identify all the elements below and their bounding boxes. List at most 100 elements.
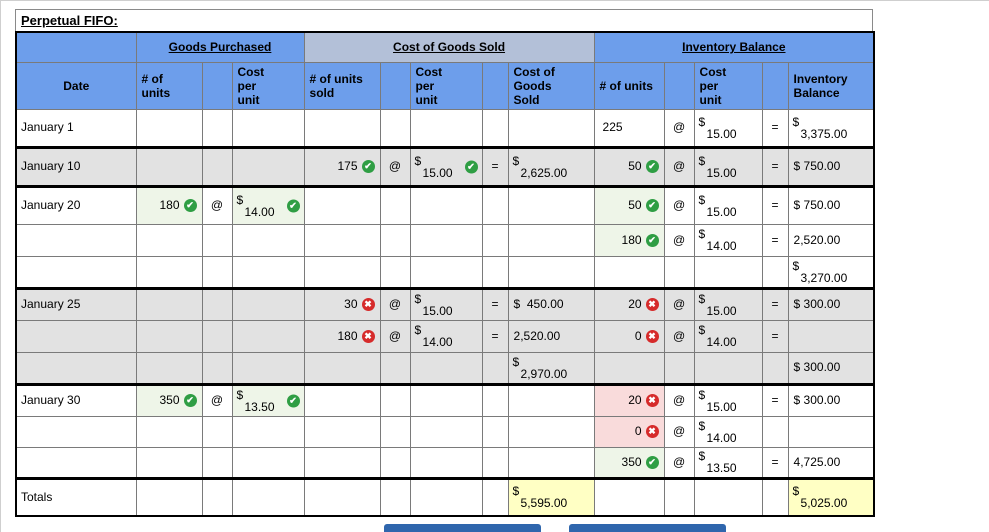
- dollar-sign: $: [698, 418, 706, 433]
- cell-eq: =: [761, 446, 789, 479]
- cell-eq: [761, 476, 789, 517]
- cell-units[interactable]: 50 ✔: [593, 145, 665, 187]
- cell-date: January 30: [15, 382, 137, 417]
- cell-value: @: [672, 328, 686, 343]
- group-header: [15, 31, 137, 63]
- cell-units: [135, 255, 203, 289]
- dollar-sign: $: [414, 153, 422, 168]
- cell-at: [201, 319, 233, 353]
- cell-amt: $2,970.00: [507, 351, 595, 385]
- cell-units[interactable]: 180 ✖: [303, 319, 381, 353]
- cell-amt: $ 300.00: [787, 286, 875, 321]
- cell-at: @: [663, 415, 695, 448]
- table-row: 180 ✔ @ $14.00 = 2,520.00: [15, 223, 875, 257]
- cell-cost[interactable]: $14.00 ✔: [231, 184, 305, 225]
- date-label: January 1: [21, 120, 74, 134]
- cell-eq: [481, 382, 509, 417]
- column-header: Cost per unit: [409, 61, 483, 110]
- cell-cost: $14.00: [693, 319, 763, 353]
- dollar-sign: $: [792, 114, 800, 129]
- cell-cost: $14.00: [409, 319, 483, 353]
- cell-units: [135, 286, 203, 321]
- dollar-sign: $: [512, 153, 520, 168]
- cell-cost: [409, 184, 483, 225]
- dollar-sign: $: [698, 153, 706, 168]
- cell-units[interactable]: 20 ✖: [593, 382, 665, 417]
- cell-cost: $15.00: [693, 286, 763, 321]
- cell-value: 350: [621, 454, 642, 469]
- cell-eq: [481, 476, 509, 517]
- column-header: [761, 61, 789, 110]
- dollar-sign: $: [698, 192, 706, 207]
- cell-amt: [787, 319, 875, 353]
- cell-units[interactable]: 175 ✔: [303, 145, 381, 187]
- cell-value: 14.00: [244, 204, 275, 219]
- cell-units[interactable]: 0 ✖: [593, 415, 665, 448]
- cell-cost: [231, 319, 305, 353]
- cell-amt[interactable]: $5,595.00: [507, 476, 595, 517]
- table-head: Goods Purchased Cost of Goods Sold Invento…: [15, 31, 875, 110]
- cell-cost: [231, 476, 305, 517]
- cell-units[interactable]: 50 ✔: [593, 184, 665, 225]
- cell-at: [663, 476, 695, 517]
- dollar-sign: $: [236, 387, 244, 402]
- column-header-label: Cost per unit: [415, 64, 443, 107]
- cell-value: 15.00: [422, 165, 453, 180]
- cross-icon: ✖: [645, 394, 659, 407]
- cell-value: $ 300.00: [793, 297, 841, 311]
- cell-value: 15.00: [706, 303, 737, 318]
- cell-cost[interactable]: $13.50 ✔: [231, 382, 305, 417]
- check-icon: ✔: [645, 233, 659, 247]
- cell-at: [201, 351, 233, 385]
- cell-value: 4,725.00: [793, 454, 841, 469]
- cell-units[interactable]: 180 ✔: [593, 223, 665, 257]
- cell-eq: [481, 184, 509, 225]
- cell-date: [15, 351, 137, 385]
- cell-value: @: [388, 328, 402, 343]
- cell-units[interactable]: 180 ✔: [135, 184, 203, 225]
- cell-at: @: [663, 319, 695, 353]
- cell-at: @: [201, 382, 233, 417]
- cell-at: @: [663, 382, 695, 417]
- cell-units[interactable]: 30 ✖: [303, 286, 381, 321]
- cell-cost: [231, 145, 305, 187]
- cell-value: =: [491, 297, 499, 311]
- cell-value: 15.00: [422, 303, 453, 318]
- cell-units[interactable]: 20 ✖: [593, 286, 665, 321]
- cell-units: [303, 415, 381, 448]
- cell-date: January 25: [15, 286, 137, 321]
- cell-at: [201, 223, 233, 257]
- cell-units: [303, 476, 381, 517]
- cell-units: [135, 319, 203, 353]
- cell-amt: [507, 382, 595, 417]
- cell-cost: [693, 476, 763, 517]
- column-header: Cost per unit: [693, 61, 763, 110]
- cell-eq: =: [761, 223, 789, 257]
- cell-amt: $ 750.00: [787, 184, 875, 225]
- cell-units: [303, 446, 381, 479]
- cell-at: [201, 145, 233, 187]
- cell-units: [135, 145, 203, 187]
- dollar-sign: $: [698, 114, 706, 129]
- group-header: Goods Purchased: [135, 31, 305, 63]
- dollar-sign: $: [698, 387, 706, 402]
- cell-units[interactable]: 350 ✔: [135, 382, 203, 417]
- action-button-left[interactable]: [384, 524, 541, 532]
- cell-units: [593, 255, 665, 289]
- cell-cost[interactable]: $15.00 ✔: [409, 145, 483, 187]
- column-header: [201, 61, 233, 110]
- cell-date: January 10: [15, 145, 137, 187]
- cell-cost: $14.00: [693, 415, 763, 448]
- cell-value: 30: [344, 297, 358, 311]
- cell-value: =: [771, 297, 779, 311]
- cell-date: [15, 223, 137, 257]
- column-header-label: Cost of Goods Sold: [513, 64, 555, 107]
- cell-units[interactable]: 350 ✔: [593, 446, 665, 479]
- dollar-sign: $: [414, 291, 422, 306]
- cell-amt[interactable]: $5,025.00: [787, 476, 875, 517]
- column-header: # of units: [593, 61, 665, 110]
- cell-cost: [409, 223, 483, 257]
- cell-eq: =: [761, 286, 789, 321]
- action-button-right[interactable]: [569, 524, 726, 532]
- cell-units[interactable]: 0 ✖: [593, 319, 665, 353]
